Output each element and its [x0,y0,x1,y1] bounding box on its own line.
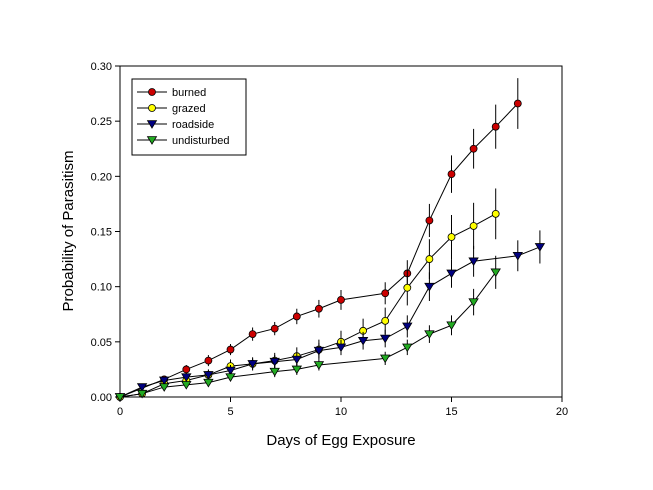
data-point [335,343,347,353]
data-point [468,298,479,307]
data-point [446,269,457,279]
data-point [269,357,280,367]
data-point [424,330,435,339]
y-tick-label: 0.25 [91,116,112,128]
data-point [381,289,390,298]
y-tick-label: 0.10 [91,282,112,294]
series-roadside [114,230,546,402]
legend-label: burned [172,87,206,99]
data-point [313,361,325,370]
data-point [447,233,456,241]
data-point [158,376,170,386]
legend-marker [146,136,158,145]
data-point [469,222,478,230]
legend-label: grazed [172,103,206,115]
y-tick-label: 0.00 [91,392,112,404]
legend-marker [148,88,156,96]
data-point [447,170,456,179]
data-point [225,373,236,382]
data-point [491,209,500,218]
x-axis-title: Days of Egg Exposure [266,432,415,449]
data-point [114,393,126,402]
data-point [181,373,192,382]
data-point [225,366,236,376]
data-point [402,343,413,353]
legend-item: roadside [137,119,214,131]
data-point [182,365,191,374]
y-tick-label: 0.20 [91,171,112,183]
x-tick-label: 10 [335,406,347,418]
data-point [226,345,235,354]
data-point [314,304,323,313]
data-series [114,78,546,402]
data-point [491,122,500,131]
data-point [136,389,148,399]
x-tick-label: 15 [445,406,457,418]
data-point [313,346,325,356]
data-point [534,243,546,252]
data-point [446,321,457,331]
series-undisturbed [114,255,501,402]
data-point [181,381,192,390]
data-point [424,282,435,292]
y-tick-label: 0.15 [91,227,112,239]
legend-item: burned [137,87,206,99]
data-point [248,330,257,339]
legend-item: undisturbed [137,135,230,147]
data-point [269,367,280,377]
data-point [512,251,524,261]
axis-ticks: 0 5 10 15 20 0.00 0.05 0.10 0.15 0.20 0.25 0.30 [91,61,569,418]
data-point [403,283,412,292]
data-point [468,257,479,267]
legend-label: roadside [172,119,214,131]
y-tick-label: 0.30 [91,61,112,73]
data-point [381,316,390,325]
data-point [490,268,501,278]
data-point [158,383,170,392]
data-point [291,365,303,375]
data-point [270,324,279,333]
x-tick-label: 0 [117,406,123,418]
data-point [513,99,522,108]
data-point [379,354,391,364]
data-point [379,334,391,344]
x-tick-label: 5 [227,406,233,418]
data-point [203,371,214,380]
y-axis-title: Probability of Parasitism [60,151,77,312]
y-tick-label: 0.05 [91,337,112,349]
legend-marker [148,104,156,112]
data-point [292,312,301,321]
data-point [357,336,369,346]
data-point [203,378,214,388]
data-point [247,360,258,369]
data-point [402,322,413,332]
legend: burned grazed roadside undisturbed [131,78,247,156]
legend-item: grazed [137,103,206,115]
data-point [204,356,213,365]
series-grazed [116,188,500,401]
series-line [119,213,496,398]
data-point [291,355,303,365]
data-point [337,296,345,304]
data-point [469,144,478,153]
legend-label: undisturbed [172,135,230,147]
data-point [425,216,434,225]
x-tick-label: 20 [556,406,568,418]
data-point [136,383,148,392]
legend-marker [146,120,158,129]
data-point [425,255,434,263]
